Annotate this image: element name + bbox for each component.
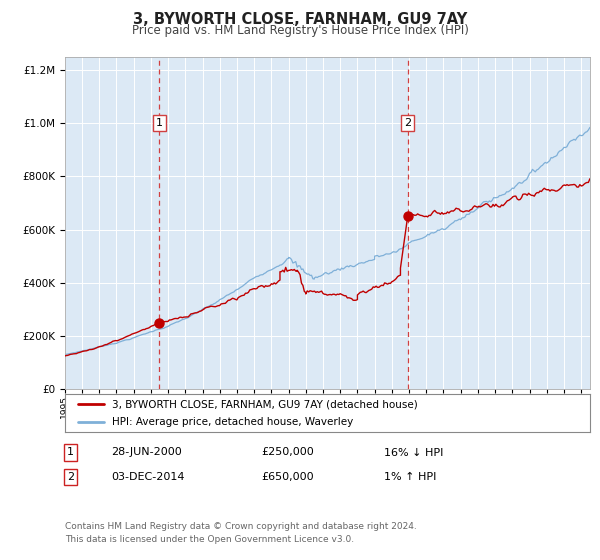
Text: 1: 1 [156, 118, 163, 128]
Text: 3, BYWORTH CLOSE, FARNHAM, GU9 7AY: 3, BYWORTH CLOSE, FARNHAM, GU9 7AY [133, 12, 467, 27]
Text: 16% ↓ HPI: 16% ↓ HPI [384, 447, 443, 458]
Text: 28-JUN-2000: 28-JUN-2000 [111, 447, 182, 458]
Text: Contains HM Land Registry data © Crown copyright and database right 2024.
This d: Contains HM Land Registry data © Crown c… [65, 522, 416, 544]
Text: HPI: Average price, detached house, Waverley: HPI: Average price, detached house, Wave… [112, 417, 353, 427]
Text: Price paid vs. HM Land Registry's House Price Index (HPI): Price paid vs. HM Land Registry's House … [131, 24, 469, 37]
Text: 03-DEC-2014: 03-DEC-2014 [111, 472, 185, 482]
Text: £650,000: £650,000 [261, 472, 314, 482]
Text: 2: 2 [404, 118, 411, 128]
Text: 3, BYWORTH CLOSE, FARNHAM, GU9 7AY (detached house): 3, BYWORTH CLOSE, FARNHAM, GU9 7AY (deta… [112, 399, 418, 409]
Text: £250,000: £250,000 [261, 447, 314, 458]
Text: 1% ↑ HPI: 1% ↑ HPI [384, 472, 436, 482]
Text: 2: 2 [67, 472, 74, 482]
Text: 1: 1 [67, 447, 74, 458]
